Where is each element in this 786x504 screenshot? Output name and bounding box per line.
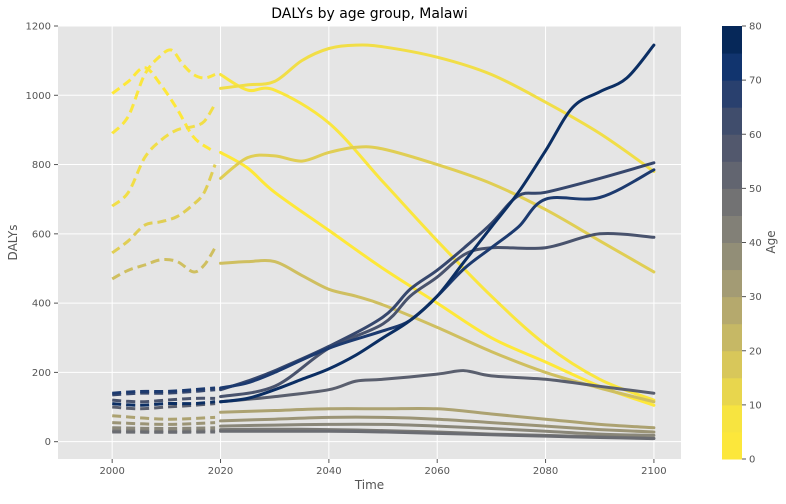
colorbar: 0 10 20 30 40 50 60 70 80 [722, 22, 762, 466]
colorbar-tick-label: 70 [749, 76, 762, 87]
colorbar-segment [722, 405, 742, 433]
x-axis-label: Time [354, 478, 384, 492]
colorbar-segment [722, 378, 742, 406]
y-tick-label: 400 [32, 299, 51, 310]
colorbar-tick-label: 80 [749, 22, 762, 33]
colorbar-segment [722, 161, 742, 189]
colorbar-segment [722, 26, 742, 54]
colorbar-segment [722, 53, 742, 81]
chart-title: DALYs by age group, Malawi [271, 6, 468, 22]
x-tick-label: 2100 [641, 466, 666, 477]
plot-background [58, 26, 681, 459]
y-tick-label: 1200 [26, 22, 51, 33]
colorbar-segment [722, 107, 742, 135]
x-tick-label: 2080 [533, 466, 558, 477]
colorbar-tick-label: 10 [749, 400, 762, 411]
colorbar-segment [722, 243, 742, 271]
x-tick-label: 2000 [99, 466, 124, 477]
y-tick-label: 200 [32, 368, 51, 379]
x-tick-label: 2020 [208, 466, 233, 477]
colorbar-tick-label: 20 [749, 346, 762, 357]
colorbar-tick-label: 40 [749, 238, 762, 249]
colorbar-tick-label: 30 [749, 292, 762, 303]
colorbar-tick-label: 0 [749, 455, 755, 466]
y-tick-label: 600 [32, 229, 51, 240]
y-tick-label: 0 [45, 437, 51, 448]
x-tick-label: 2060 [424, 466, 449, 477]
colorbar-segment [722, 134, 742, 162]
colorbar-label: Age [764, 230, 778, 253]
colorbar-segment [722, 432, 742, 460]
colorbar-segment [722, 324, 742, 352]
colorbar-segment [722, 188, 742, 216]
colorbar-segment [722, 80, 742, 108]
colorbar-tick-label: 50 [749, 184, 762, 195]
y-axis-label: DALYs [6, 225, 20, 261]
colorbar-segment [722, 297, 742, 325]
y-tick-label: 1000 [26, 91, 51, 102]
colorbar-tick-label: 60 [749, 130, 762, 141]
y-tick-label: 800 [32, 160, 51, 171]
colorbar-segment [722, 215, 742, 243]
colorbar-segment [722, 351, 742, 379]
colorbar-segment [722, 270, 742, 298]
x-tick-label: 2040 [316, 466, 341, 477]
